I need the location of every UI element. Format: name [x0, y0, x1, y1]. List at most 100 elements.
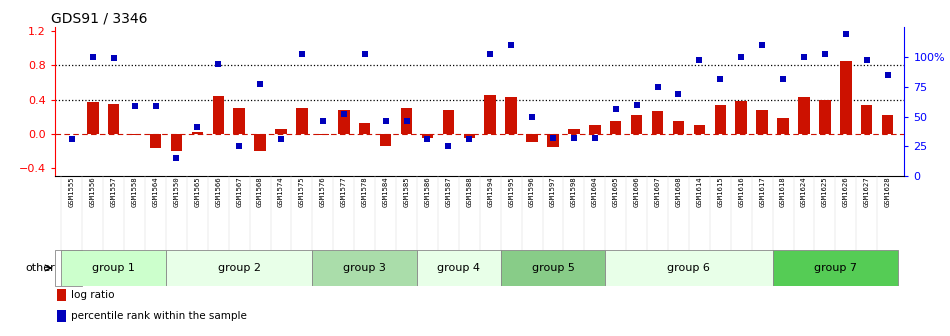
Bar: [589, 125, 600, 134]
Text: GSM1616: GSM1616: [738, 176, 744, 207]
Bar: [108, 104, 120, 134]
Point: [274, 136, 289, 142]
Text: GSM1574: GSM1574: [278, 176, 284, 207]
Text: GSM1550: GSM1550: [174, 176, 180, 207]
Text: group 5: group 5: [532, 263, 575, 273]
Point: [294, 51, 310, 56]
Text: GSM1626: GSM1626: [843, 176, 849, 207]
Text: GSM1617: GSM1617: [759, 176, 765, 207]
Bar: [735, 101, 747, 134]
Bar: [192, 132, 203, 134]
Text: GSM1615: GSM1615: [717, 176, 723, 207]
Text: GSM1565: GSM1565: [195, 176, 200, 207]
Bar: [317, 134, 329, 135]
Text: GSM1567: GSM1567: [237, 176, 242, 207]
Point: [566, 135, 581, 140]
Bar: [501, 250, 605, 286]
Text: GSM1587: GSM1587: [446, 176, 451, 207]
Point: [253, 81, 268, 86]
Bar: [652, 111, 663, 134]
Point: [399, 118, 414, 124]
Bar: [57, 310, 67, 322]
Point: [608, 107, 623, 112]
Bar: [840, 61, 851, 134]
Text: GSM1556: GSM1556: [89, 176, 96, 207]
Text: GSM1628: GSM1628: [884, 176, 891, 207]
Point: [671, 91, 686, 97]
Bar: [605, 250, 772, 286]
Text: GSM1598: GSM1598: [571, 176, 577, 207]
Point: [441, 144, 456, 149]
Text: GSM1605: GSM1605: [613, 176, 618, 207]
Bar: [313, 250, 417, 286]
Text: GSM1595: GSM1595: [508, 176, 514, 207]
Text: GSM1568: GSM1568: [257, 176, 263, 207]
Text: group 3: group 3: [343, 263, 386, 273]
Bar: [296, 108, 308, 134]
Bar: [234, 108, 245, 134]
Text: log ratio: log ratio: [71, 290, 114, 300]
Bar: [631, 115, 642, 134]
Bar: [166, 250, 313, 286]
Point: [483, 51, 498, 56]
Bar: [610, 121, 621, 134]
Text: group 7: group 7: [814, 263, 857, 273]
Bar: [380, 134, 391, 146]
Point: [754, 42, 770, 47]
Point: [859, 57, 874, 62]
Text: GSM1566: GSM1566: [216, 176, 221, 207]
Text: GSM1596: GSM1596: [529, 176, 535, 207]
Text: GSM1594: GSM1594: [487, 176, 493, 207]
Text: group 2: group 2: [218, 263, 260, 273]
Text: GSM1618: GSM1618: [780, 176, 786, 207]
Text: GSM1624: GSM1624: [801, 176, 807, 207]
Point: [148, 103, 163, 109]
Point: [169, 156, 184, 161]
Text: GSM1604: GSM1604: [592, 176, 598, 207]
Point: [692, 57, 707, 62]
Text: GSM1558: GSM1558: [132, 176, 138, 207]
Text: GSM1585: GSM1585: [404, 176, 409, 207]
Point: [65, 136, 80, 142]
Bar: [255, 134, 266, 151]
Bar: [422, 134, 433, 138]
Text: GSM1625: GSM1625: [822, 176, 827, 207]
Text: GSM1627: GSM1627: [864, 176, 870, 207]
Point: [650, 84, 665, 89]
Bar: [714, 106, 726, 134]
Point: [86, 54, 101, 59]
Bar: [694, 125, 705, 134]
Point: [796, 54, 811, 59]
Point: [378, 118, 393, 124]
Bar: [526, 134, 538, 142]
Point: [712, 77, 728, 82]
Point: [587, 135, 602, 140]
Text: GSM1578: GSM1578: [362, 176, 368, 207]
Bar: [464, 134, 475, 138]
Bar: [213, 96, 224, 134]
Text: GSM1606: GSM1606: [634, 176, 639, 207]
Text: GSM1607: GSM1607: [655, 176, 660, 207]
Bar: [772, 250, 898, 286]
Bar: [417, 250, 501, 286]
Bar: [673, 121, 684, 134]
Point: [211, 61, 226, 67]
Point: [775, 77, 790, 82]
Text: GSM1575: GSM1575: [299, 176, 305, 207]
Point: [190, 124, 205, 130]
Point: [629, 102, 644, 107]
Bar: [819, 99, 830, 134]
Bar: [798, 97, 809, 134]
Text: other: other: [25, 263, 55, 273]
Text: GSM1588: GSM1588: [466, 176, 472, 207]
Bar: [129, 134, 141, 135]
Bar: [62, 250, 166, 286]
Point: [127, 103, 142, 109]
Text: group 6: group 6: [668, 263, 711, 273]
Bar: [882, 115, 893, 134]
Bar: [55, 250, 83, 286]
Bar: [443, 110, 454, 134]
Text: GSM1614: GSM1614: [696, 176, 702, 207]
Point: [420, 136, 435, 142]
Text: percentile rank within the sample: percentile rank within the sample: [71, 311, 247, 321]
